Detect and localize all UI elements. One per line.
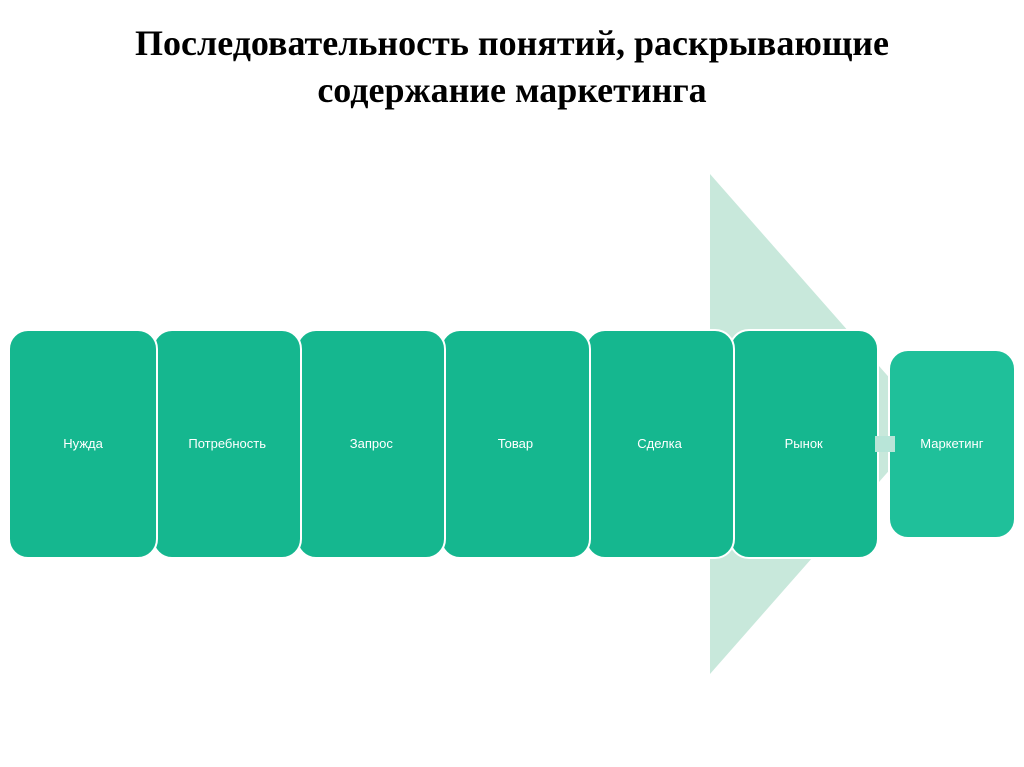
page-title: Последовательность понятий, раскрывающие… bbox=[0, 0, 1024, 124]
concept-box-1: Нужда bbox=[8, 329, 158, 559]
concept-label: Маркетинг bbox=[920, 436, 983, 451]
diagram-container: Нужда Потребность Запрос Товар Сделка Ры… bbox=[0, 144, 1024, 744]
concept-box-4: Товар bbox=[440, 329, 590, 559]
concept-label: Рынок bbox=[785, 436, 823, 451]
concepts-row: Нужда Потребность Запрос Товар Сделка Ры… bbox=[8, 329, 1016, 559]
concept-box-7: Маркетинг bbox=[888, 349, 1016, 539]
concept-box-3: Запрос bbox=[296, 329, 446, 559]
concept-box-5: Сделка bbox=[585, 329, 735, 559]
concept-label: Запрос bbox=[350, 436, 393, 451]
concept-box-2: Потребность bbox=[152, 329, 302, 559]
connector-icon bbox=[875, 436, 895, 452]
concept-label: Сделка bbox=[637, 436, 682, 451]
concept-box-6: Рынок bbox=[729, 329, 879, 559]
concept-label: Товар bbox=[498, 436, 533, 451]
concept-label: Потребность bbox=[188, 436, 266, 451]
concept-label: Нужда bbox=[63, 436, 103, 451]
